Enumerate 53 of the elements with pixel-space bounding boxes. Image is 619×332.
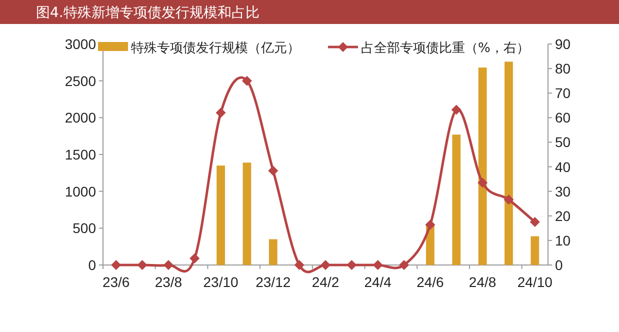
x-tick-label: 24/8	[468, 274, 496, 290]
legend-label: 特殊专项债发行规模（亿元）	[131, 41, 300, 56]
y-tick-label: 1500	[64, 146, 96, 162]
y-tick-label: 0	[88, 257, 96, 273]
x-tick-label: 24/10	[517, 274, 553, 290]
y2-tick-label: 20	[555, 208, 571, 224]
y2-tick-label: 50	[555, 134, 571, 150]
x-tick-label: 23/10	[203, 274, 239, 290]
bar	[478, 68, 487, 265]
x-tick-label: 23/8	[154, 274, 182, 290]
y-tick-label: 2500	[64, 72, 96, 89]
bar	[530, 236, 540, 265]
y-tick-label: 2000	[64, 110, 96, 126]
y2-tick-label: 30	[555, 183, 571, 200]
point	[346, 260, 357, 270]
y2-tick-label: 60	[555, 110, 571, 126]
y2-tick-label: 70	[555, 85, 571, 102]
y-tick-label: 3000	[64, 36, 96, 52]
point	[190, 253, 200, 264]
bar	[242, 162, 252, 265]
x-tick-label: 23/12	[256, 274, 291, 290]
point	[372, 260, 383, 270]
chart-title: 图4.特殊新增专项债发行规模和占比	[36, 5, 260, 21]
bar	[268, 239, 278, 265]
bar	[216, 166, 225, 265]
x-tick-label: 24/6	[416, 274, 444, 290]
point	[504, 194, 514, 205]
point	[451, 104, 462, 115]
point	[137, 260, 148, 270]
point	[478, 178, 488, 188]
point	[242, 76, 252, 86]
point	[425, 220, 436, 230]
point	[216, 108, 226, 118]
y2-tick-label: 90	[555, 36, 571, 52]
point	[530, 217, 540, 228]
point	[320, 260, 330, 270]
point	[163, 260, 174, 270]
y-tick-label: 1000	[64, 183, 96, 200]
legend-label: 占全部专项债比重（%，右）	[361, 41, 530, 56]
y2-tick-label: 10	[555, 232, 571, 248]
y-tick-label: 500	[72, 220, 96, 236]
bar	[452, 134, 461, 265]
point	[268, 166, 278, 176]
y2-tick-label: 80	[555, 60, 571, 77]
x-tick-label: 24/4	[364, 274, 392, 290]
x-tick-label: 24/2	[312, 274, 340, 290]
bar	[504, 62, 513, 265]
point	[111, 260, 122, 270]
x-tick-label: 23/6	[102, 274, 130, 290]
y2-tick-label: 40	[555, 158, 571, 175]
point	[399, 260, 410, 270]
y2-tick-label: 0	[555, 257, 563, 273]
point	[294, 260, 304, 270]
